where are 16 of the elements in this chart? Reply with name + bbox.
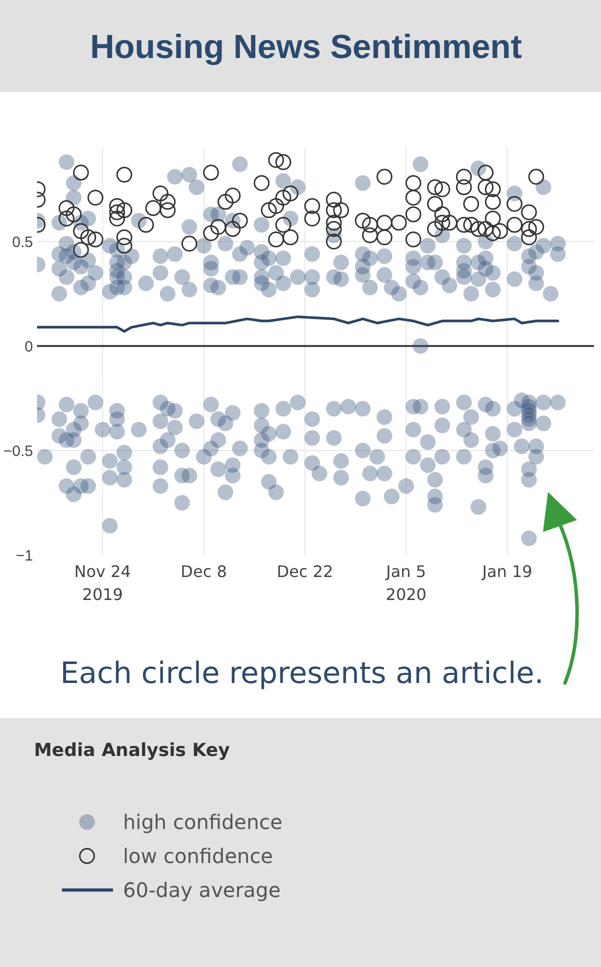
legend-label: high confidence [123, 810, 282, 834]
y-tick-label: 0.5 [12, 234, 33, 251]
y-tick-label: 0 [24, 338, 33, 356]
text: Each circle represents an article. [60, 656, 544, 690]
legend-label: 60-day average [123, 878, 281, 902]
legend-label: low confidence [123, 844, 273, 868]
x-tick-label: Dec 8 [180, 562, 227, 581]
x-tick-label: Jan 19 [481, 562, 532, 581]
y-tick-label: −1 [16, 547, 33, 564]
legend-title: Media Analysis Key [34, 740, 230, 761]
x-tick-label: Dec 22 [276, 562, 334, 581]
chart-title: Housing News Sentimment [90, 29, 522, 66]
y-tick-label: −0.5 [3, 442, 33, 460]
line-series [37, 315, 560, 333]
x-tick-label: Nov 24 2019 [74, 562, 131, 604]
x-tick-label: Jan 5 2020 [385, 562, 426, 604]
